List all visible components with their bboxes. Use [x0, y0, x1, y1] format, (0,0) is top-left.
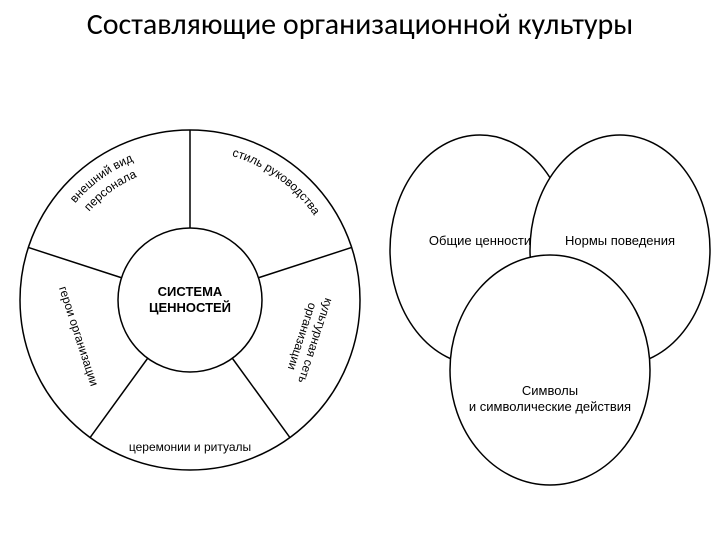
wheel-spoke [90, 358, 148, 437]
wheel-spoke [258, 247, 351, 277]
diagram-area: СИСТЕМАЦЕННОСТЕЙвнешний видперсоналастил… [0, 85, 720, 505]
slide: Составляющие организационной культуры СИ… [0, 0, 720, 540]
diagram-svg: СИСТЕМАЦЕННОСТЕЙвнешний видперсоналастил… [0, 85, 720, 505]
venn-ellipse [450, 255, 650, 485]
wheel-segment-label: герои организации [56, 284, 101, 387]
wheel-spoke [28, 247, 121, 277]
wheel-segment-label: церемонии и ритуалы [129, 440, 251, 454]
wheel-diagram: СИСТЕМАЦЕННОСТЕЙвнешний видперсоналастил… [20, 130, 360, 470]
wheel-spoke [232, 358, 290, 437]
wheel-segment-label: культурная сетьорганизации [282, 292, 336, 385]
wheel-segment-label: стиль руководства [231, 145, 323, 217]
venn-diagram: Общие ценностиНормы поведенияСимволыи си… [390, 135, 710, 485]
venn-label-norms: Нормы поведения [565, 233, 675, 248]
venn-label-values: Общие ценности [429, 233, 531, 248]
slide-title: Составляющие организационной культуры [0, 8, 720, 41]
wheel-center-label: СИСТЕМАЦЕННОСТЕЙ [149, 284, 231, 315]
